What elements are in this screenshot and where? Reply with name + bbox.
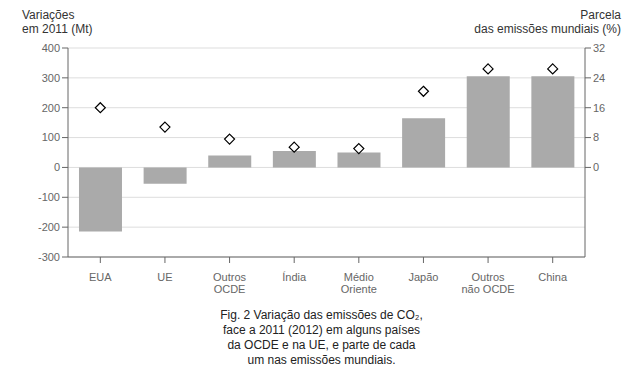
svg-text:200: 200: [42, 102, 60, 114]
svg-text:EUA: EUA: [89, 271, 112, 283]
svg-text:Japão: Japão: [408, 271, 438, 283]
svg-text:8: 8: [593, 131, 599, 143]
svg-text:0: 0: [593, 161, 599, 173]
svg-text:MédioOriente: MédioOriente: [341, 271, 377, 295]
svg-text:OutrosOCDE: OutrosOCDE: [213, 271, 247, 295]
svg-text:400: 400: [42, 42, 60, 54]
svg-text:-200: -200: [38, 221, 60, 233]
svg-text:24: 24: [593, 72, 605, 84]
svg-text:-300: -300: [38, 251, 60, 263]
svg-text:Outrosnão OCDE: Outrosnão OCDE: [461, 271, 514, 295]
svg-text:-100: -100: [38, 191, 60, 203]
svg-text:China: China: [538, 271, 568, 283]
svg-text:Índia: Índia: [282, 271, 307, 283]
svg-text:100: 100: [42, 131, 60, 143]
html-text:Variações em 2011 (Mt): Variações em 2011 (Mt): [22, 8, 93, 36]
html-text:Fig. 2 Variação das emissões d: Fig. 2 Variação das emissões de CO₂, fac…: [220, 308, 423, 367]
html-text:Parcela das emissões mundiais: Parcela das emissões mundiais (%): [474, 8, 621, 36]
svg-text:300: 300: [42, 72, 60, 84]
svg-text:0: 0: [54, 161, 60, 173]
svg-text:32: 32: [593, 42, 605, 54]
svg-text:16: 16: [593, 102, 605, 114]
svg-text:UE: UE: [157, 271, 172, 283]
